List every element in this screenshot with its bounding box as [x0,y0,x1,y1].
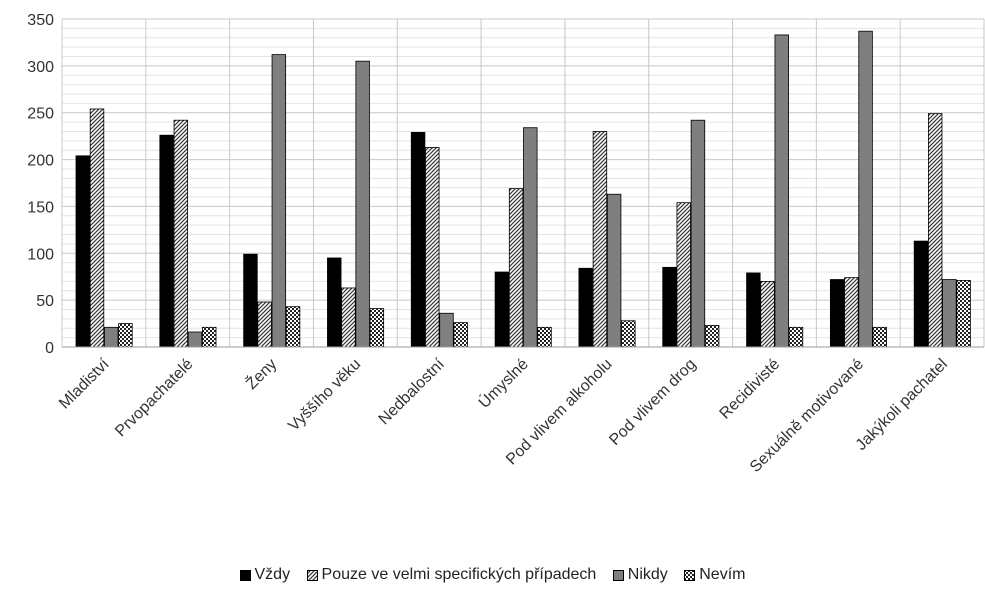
x-tick-label: Recidivisté [717,356,784,423]
bar-hatched-gray [508,188,524,348]
bar-hatched-gray [676,202,691,348]
y-tick-label: 100 [27,246,54,263]
bar-checkered [788,326,804,348]
bar-hatched-gray [592,131,608,348]
x-tick-label: Úmyslné [474,354,532,412]
y-tick-label: 0 [45,340,54,357]
y-tick-label: 150 [27,199,54,216]
bar-gray [942,279,957,348]
y-tick-label: 200 [27,153,54,170]
bar-gray [187,331,203,348]
x-tick-label: Pod vlivem drog [606,356,699,449]
bar-checkered [872,326,887,348]
x-tick-label: Nedbalostní [376,355,449,428]
bar-gray [606,193,622,348]
bar-solid-black [578,267,593,348]
bar-gray [858,30,873,348]
bar-solid-black [75,155,91,348]
legend-label: Nikdy [627,566,668,583]
bar-checkered [537,326,552,348]
bar-solid-black [662,266,677,348]
legend-item-nevim: Nevím [684,566,745,584]
bar-hatched-gray [341,287,356,348]
bar-gray [774,34,789,348]
x-tick-label: Mladiství [56,355,113,412]
y-tick-label: 350 [27,12,54,29]
x-tick-label: Vyššího věku [285,356,364,435]
legend-item-pouze: Pouze ve velmi specifických případech [306,566,597,584]
legend-swatch-hatched [306,569,318,581]
legend-label: Nevím [699,566,746,583]
bar-checkered [202,326,217,348]
bar-solid-black [410,131,426,348]
legend-swatch-checkered [684,569,696,581]
legend-label: Pouze ve velmi specifických případech [321,566,597,583]
bar-checkered [956,280,971,348]
legend-label: Vždy [254,566,291,583]
bar-checkered [621,320,636,348]
bar-gray [439,312,454,348]
legend-swatch-solid-black [239,569,251,581]
bar-gray [523,127,538,348]
bar-solid-black [746,272,761,348]
bar-solid-black [243,253,258,348]
bar-hatched-gray [844,277,859,348]
x-tick-label: Jakýkoli pachatel [853,356,951,454]
legend-item-nikdy: Nikdy [612,566,668,584]
bar-checkered [118,323,133,348]
bar-hatched-gray [927,113,943,348]
bar-hatched-gray [760,280,775,348]
chart-legend: Vždy Pouze ve velmi specifických případe… [0,566,985,586]
bar-checkered [369,308,385,348]
bar-gray [104,326,119,348]
bar-solid-black [159,134,174,348]
legend-swatch-gray [612,569,624,581]
bar-hatched-gray [425,146,440,348]
bar-gray [271,54,287,348]
y-tick-label: 50 [36,293,54,310]
y-tick-label: 300 [27,59,54,76]
x-tick-label: Prvopachatelé [112,356,196,440]
bar-hatched-gray [257,301,272,348]
legend-item-vzdy: Vždy [239,566,291,584]
bar-hatched-gray [89,108,105,348]
bar-gray [355,60,370,348]
bar-checkered [704,325,720,348]
bar-solid-black [327,257,342,348]
bar-checkered [453,322,468,348]
bar-hatched-gray [173,119,189,348]
bar-solid-black [494,271,510,348]
bar-checkered [285,306,301,348]
bar-gray [690,119,706,348]
bar-solid-black [913,240,929,348]
y-tick-label: 250 [27,106,54,123]
x-tick-label: Ženy [242,354,281,393]
bar-solid-black [829,279,845,348]
